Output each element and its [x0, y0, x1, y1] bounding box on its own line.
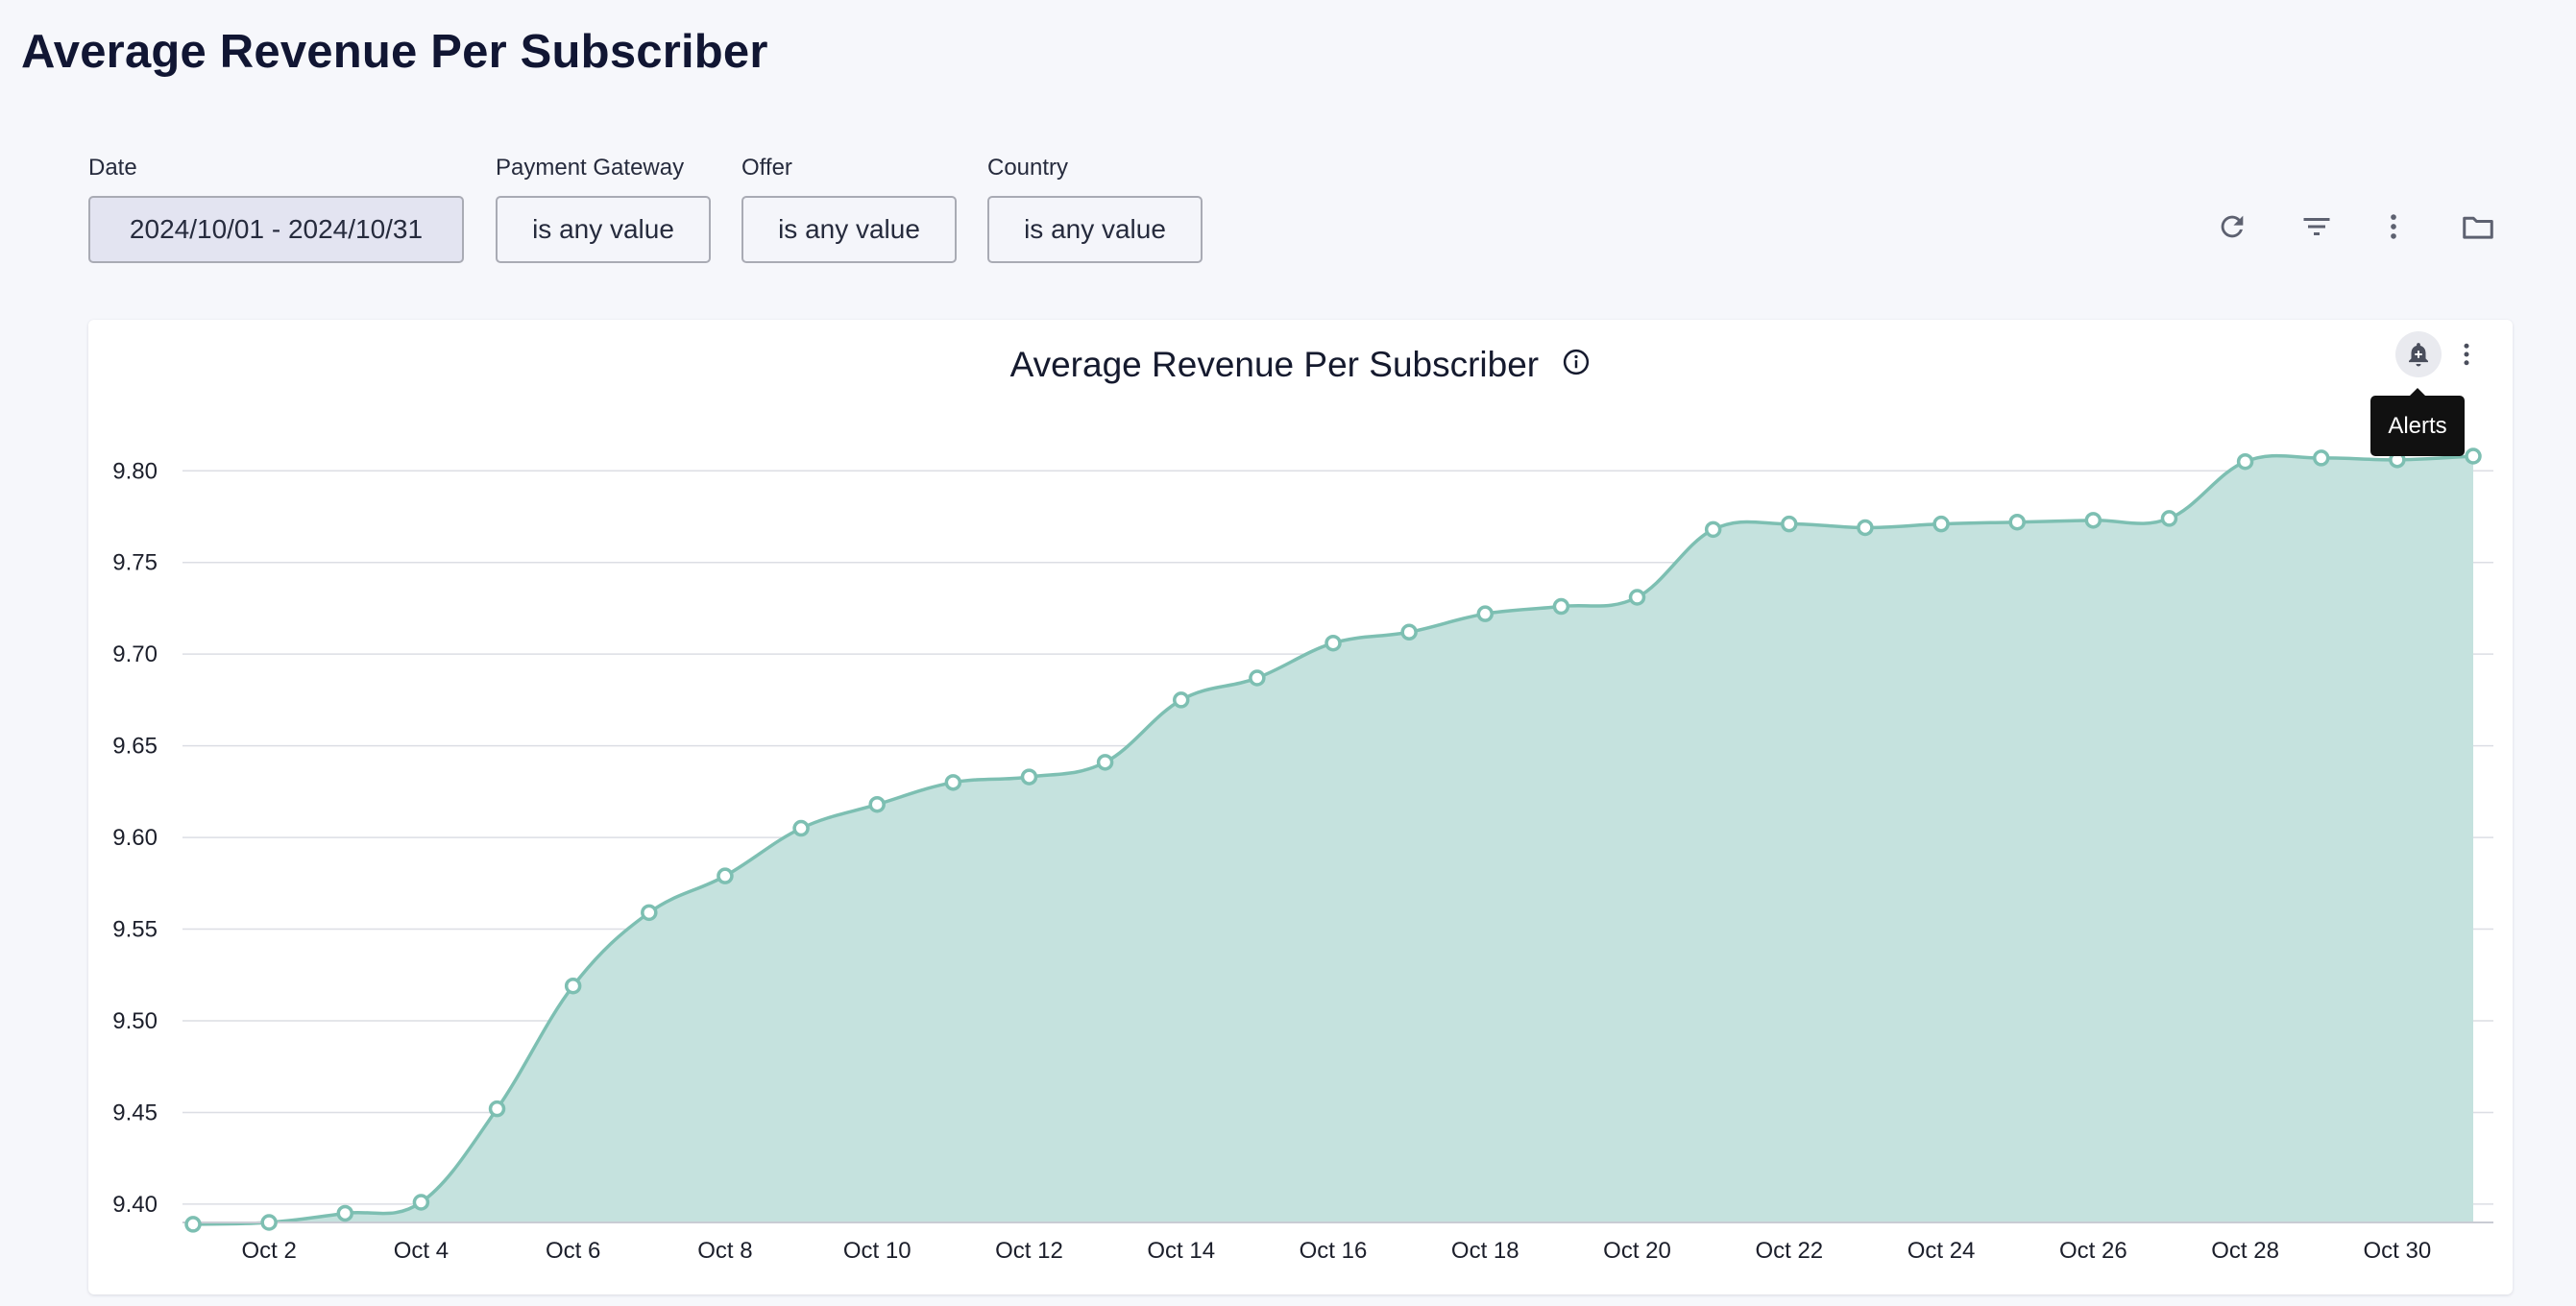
add-alert-button[interactable]	[2395, 331, 2442, 377]
data-point	[1172, 691, 1190, 709]
folder-icon	[2463, 216, 2493, 239]
y-tick-label: 9.70	[112, 641, 158, 667]
x-tick-label: Oct 24	[1908, 1238, 1976, 1264]
x-tick-label: Oct 12	[995, 1238, 1063, 1264]
data-point	[1020, 768, 1038, 786]
data-point	[1552, 597, 1570, 616]
info-icon[interactable]	[1562, 345, 1591, 385]
filter-country: Country is any value	[987, 154, 1203, 263]
country-selector[interactable]: is any value	[987, 196, 1203, 263]
data-point	[2465, 447, 2482, 465]
x-tick-label: Oct 20	[1603, 1238, 1671, 1264]
y-tick-label: 9.40	[112, 1192, 158, 1218]
refresh-button[interactable]	[2205, 200, 2259, 254]
more-vertical-icon	[2391, 214, 2396, 239]
x-tick-label: Oct 22	[1755, 1238, 1823, 1264]
add-alert-bell-icon	[2409, 343, 2428, 367]
y-tick-label: 9.45	[112, 1100, 158, 1125]
y-tick-label: 9.75	[112, 550, 158, 576]
x-tick-label: Oct 28	[2211, 1238, 2279, 1264]
data-point	[564, 977, 582, 995]
data-point	[1400, 623, 1418, 641]
filter-icon	[2303, 218, 2330, 235]
alerts-tooltip: Alerts	[2370, 388, 2465, 456]
area-fill	[193, 455, 2473, 1224]
x-tick-label: Oct 30	[2364, 1238, 2432, 1264]
data-point	[336, 1204, 354, 1222]
chart-card: 9.80 9.75 9.70 9.65 9.60 9.55 9.50 9.45 9.40 Oct …	[88, 320, 2513, 1294]
x-tick-label: Oct 8	[697, 1238, 752, 1264]
data-point	[2312, 449, 2330, 467]
x-tick-label: Oct 10	[843, 1238, 911, 1264]
dashboard-menu-button[interactable]	[2367, 200, 2420, 254]
data-point	[1704, 520, 1722, 539]
filter-offer-label: Offer	[741, 155, 792, 181]
refresh-icon	[2221, 215, 2244, 238]
data-point	[2084, 512, 2102, 529]
payment-gateway-selector[interactable]: is any value	[496, 196, 711, 263]
data-point	[2236, 452, 2254, 471]
data-point	[1857, 519, 1874, 537]
filter-country-label: Country	[987, 155, 1069, 181]
x-tick-label: Oct 4	[394, 1238, 449, 1264]
data-point	[1249, 669, 1266, 687]
data-point	[717, 867, 734, 884]
page-title: Average Revenue Per Subscriber	[21, 26, 768, 78]
folder-button[interactable]	[2451, 200, 2505, 254]
date-range-selector[interactable]: 2024/10/01 - 2024/10/31	[88, 196, 464, 263]
x-tick-label: Oct 18	[1451, 1238, 1519, 1264]
y-tick-label: 9.50	[112, 1008, 158, 1034]
x-tick-label: Oct 14	[1147, 1238, 1215, 1264]
data-point	[1628, 589, 1646, 606]
filter-date-label: Date	[88, 155, 137, 181]
area-chart: 9.80 9.75 9.70 9.65 9.60 9.55 9.50 9.45 9.40 Oct …	[112, 447, 2493, 1264]
data-point	[1932, 515, 1950, 533]
more-vertical-icon	[2464, 343, 2469, 366]
data-point	[792, 819, 810, 837]
chart-menu-button[interactable]	[2443, 331, 2490, 377]
y-tick-label: 9.65	[112, 734, 158, 760]
filter-date: Date 2024/10/01 - 2024/10/31	[88, 154, 464, 263]
data-point	[2008, 513, 2026, 531]
data-point	[2160, 510, 2178, 527]
data-point	[944, 774, 962, 791]
filter-payment-gateway-label: Payment Gateway	[496, 155, 685, 181]
data-point	[1781, 515, 1798, 533]
x-tick-label: Oct 16	[1300, 1238, 1368, 1264]
data-point	[1096, 754, 1114, 771]
y-tick-label: 9.60	[112, 825, 158, 851]
x-tick-label: Oct 6	[546, 1238, 600, 1264]
filter-button[interactable]	[2290, 200, 2344, 254]
x-tick-label: Oct 26	[2059, 1238, 2127, 1264]
data-point	[184, 1216, 202, 1233]
x-tick-label: Oct 2	[241, 1238, 296, 1264]
data-point	[260, 1214, 278, 1231]
offer-selector[interactable]: is any value	[741, 196, 957, 263]
data-point	[412, 1194, 430, 1211]
data-point	[868, 795, 886, 813]
chart-title-text: Average Revenue Per Subscriber	[1009, 345, 1540, 385]
data-point	[641, 904, 658, 922]
filter-offer: Offer is any value	[741, 154, 957, 263]
chart-title: Average Revenue Per Subscriber	[88, 343, 2513, 385]
y-tick-label: 9.55	[112, 917, 158, 943]
data-point	[488, 1100, 506, 1118]
data-point	[1324, 634, 1342, 652]
y-tick-label: 9.80	[112, 458, 158, 484]
data-point	[1476, 605, 1495, 622]
filter-payment-gateway: Payment Gateway is any value	[496, 154, 711, 263]
